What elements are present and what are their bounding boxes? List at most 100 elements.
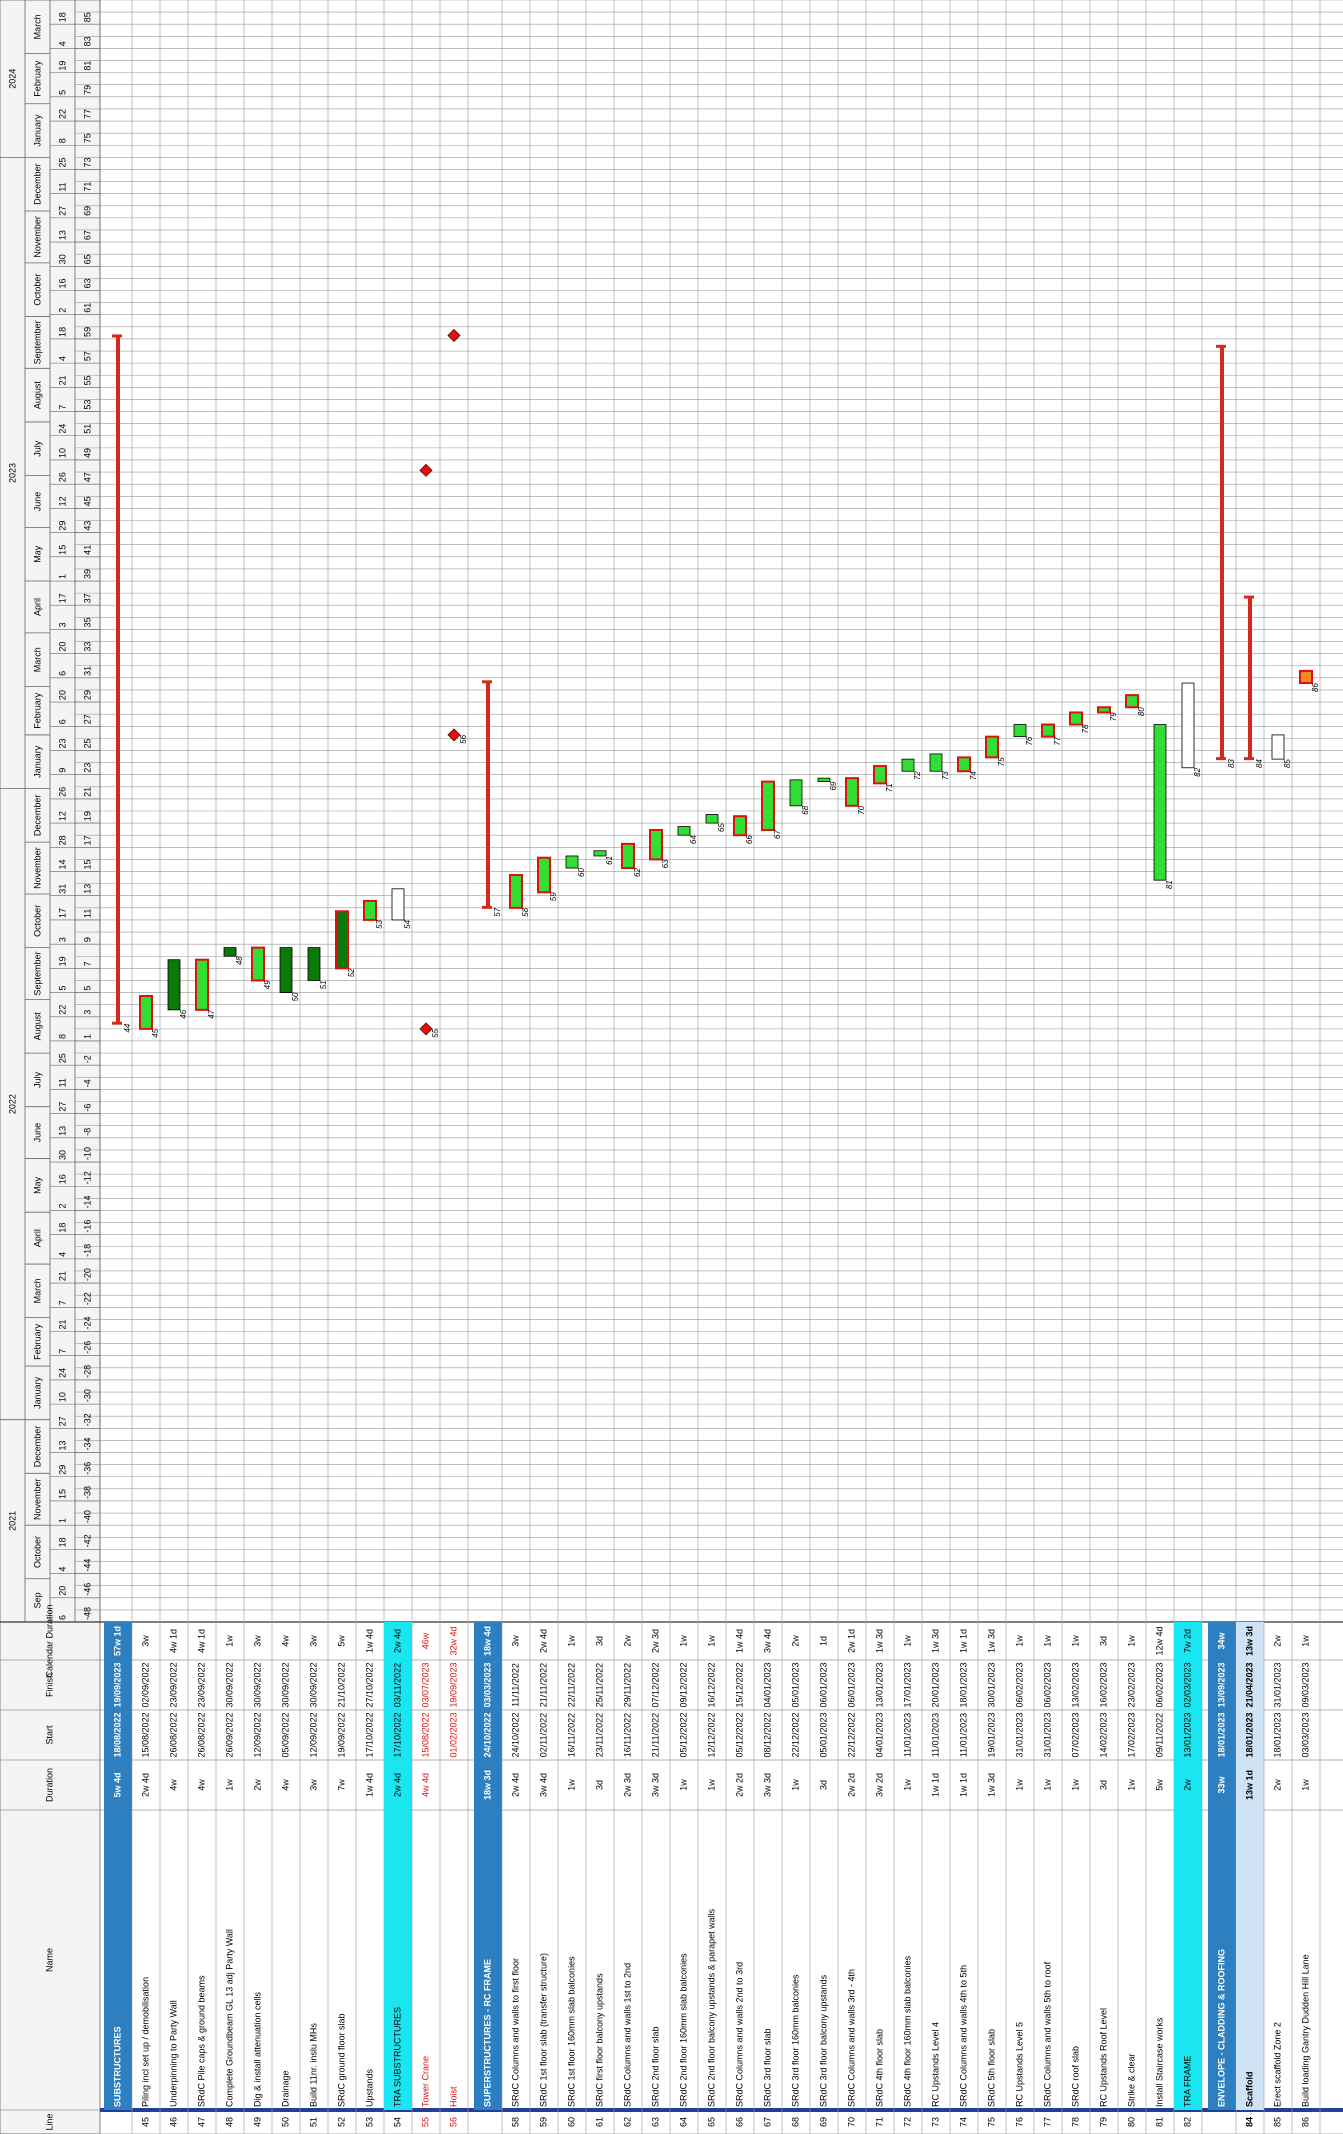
cell-start: 15/08/2022	[420, 1712, 430, 1757]
month-label: May	[32, 1176, 42, 1194]
cell-name: Underpinning to Party Wall	[168, 2000, 178, 2107]
date-label: 29	[57, 521, 67, 531]
cell-name: SRdC 4th floor 160mm slab balconies	[902, 1955, 912, 2107]
week-number-label: 57	[82, 351, 92, 361]
cell-name: ENVELOPE - CLADDING & ROOFING	[1216, 1949, 1226, 2107]
cell-line: 70	[846, 2117, 856, 2127]
bar-line-label: 49	[263, 980, 272, 989]
cell-duration: 1w	[1014, 1779, 1024, 1791]
month-label: February	[32, 1323, 42, 1360]
date-label: 18	[57, 1537, 67, 1547]
week-number-label: 67	[82, 230, 92, 240]
week-number-label: 47	[82, 472, 92, 482]
cell-line: 82	[1182, 2117, 1192, 2127]
cell-name: Install Staircase works	[1154, 2017, 1164, 2107]
frame-stripe	[100, 2108, 1343, 2112]
date-label: 1	[57, 1518, 67, 1523]
cell-finish: 06/01/2023	[846, 1662, 856, 1707]
cell-calendar-duration: 34w	[1216, 1631, 1226, 1649]
cell-calendar-duration: 1w	[1042, 1635, 1052, 1647]
cell-finish: 06/02/2023	[1042, 1662, 1052, 1707]
month-label: July	[32, 1071, 42, 1088]
milestone	[419, 1022, 433, 1036]
cell-name: SRdC 3rd floor balcony upstands	[818, 1974, 828, 2107]
cell-name: Tower Crane	[420, 2056, 430, 2107]
cell-finish: 30/09/2022	[308, 1662, 318, 1707]
cell-line: 60	[566, 2117, 576, 2127]
week-number-label: -18	[82, 1244, 92, 1257]
cell-name: SRdC Columns and walls 1st to 2nd	[622, 1963, 632, 2107]
cell-start: 11/01/2023	[902, 1713, 912, 1757]
milestone	[447, 328, 461, 343]
week-number-label: 41	[82, 545, 92, 555]
column-header: Duration	[44, 1768, 54, 1802]
date-label: 21	[57, 375, 67, 385]
week-number-label: 17	[82, 835, 92, 845]
task-bar	[537, 856, 551, 894]
cell-start: 19/01/2023	[986, 1712, 996, 1757]
bar-line-label: 77	[1053, 736, 1062, 745]
week-number-label: 23	[82, 763, 92, 773]
date-label: 14	[57, 860, 67, 870]
summary-cap	[482, 905, 492, 909]
date-label: 10	[57, 1392, 67, 1402]
cell-start: 12/09/2022	[252, 1712, 262, 1757]
cell-calendar-duration: 4w	[280, 1635, 290, 1647]
cell-finish: 13/09/2023	[1216, 1662, 1226, 1707]
bar-line-label: 63	[661, 859, 670, 868]
cell-finish: 06/01/2023	[818, 1662, 828, 1707]
cell-calendar-duration: 1w	[1014, 1635, 1024, 1647]
bar-line-label: 78	[1081, 724, 1090, 733]
cell-start: 18/01/2023	[1216, 1712, 1226, 1757]
week-number-label: -48	[82, 1607, 92, 1620]
month-label: February	[32, 60, 42, 97]
date-label: 7	[57, 1300, 67, 1305]
cell-start: 21/11/2022	[650, 1713, 660, 1757]
cell-line: 50	[280, 2117, 290, 2127]
cell-calendar-duration: 1d	[818, 1636, 828, 1646]
cell-finish: 03/07/2023	[420, 1662, 430, 1707]
month-label: December	[32, 1426, 42, 1468]
bar-line-label: 44	[123, 1023, 132, 1032]
week-number-label: 61	[82, 303, 92, 313]
date-label: 11	[57, 182, 67, 191]
cell-calendar-duration: 1w	[1126, 1635, 1136, 1647]
cell-calendar-duration: 2w 3d	[650, 1629, 660, 1653]
cell-start: 11/01/2023	[958, 1713, 968, 1757]
row-highlight	[1208, 1622, 1236, 2110]
cell-finish: 06/02/2023	[1014, 1662, 1024, 1707]
date-label: 24	[57, 1368, 67, 1378]
cell-duration: 1w	[706, 1779, 716, 1791]
cell-line: 64	[678, 2117, 688, 2127]
date-label: 29	[57, 1465, 67, 1475]
cell-name: Erect scaffold Zone 2	[1272, 2022, 1282, 2107]
date-label: 6	[57, 671, 67, 676]
date-label: 1	[57, 574, 67, 579]
cell-finish: 30/01/2023	[986, 1662, 996, 1707]
date-label: 8	[57, 1034, 67, 1039]
cell-finish: 23/09/2022	[168, 1662, 178, 1707]
date-label: 5	[57, 90, 67, 95]
date-label: 18	[57, 327, 67, 337]
cell-line: 68	[790, 2117, 800, 2127]
week-number-label: 85	[82, 12, 92, 22]
cell-start: 08/12/2022	[762, 1712, 772, 1757]
date-label: 16	[57, 278, 67, 288]
summary-bar	[486, 681, 490, 908]
cell-start: 15/08/2022	[140, 1712, 150, 1757]
month-label: Sep	[32, 1592, 42, 1608]
cell-calendar-duration: 3w 4d	[762, 1629, 772, 1653]
cell-line: 47	[196, 2117, 206, 2127]
date-label: 23	[57, 738, 67, 748]
cell-duration: 18w 3d	[482, 1770, 492, 1800]
cell-line: 77	[1042, 2117, 1052, 2127]
cell-duration: 3w	[308, 1779, 318, 1791]
cell-finish: 19/09/2023	[448, 1662, 458, 1707]
cell-calendar-duration: 3w	[140, 1635, 150, 1647]
date-label: 24	[57, 424, 67, 434]
bar-line-label: 54	[403, 919, 412, 928]
week-number-label: -44	[82, 1559, 92, 1572]
bar-line-label: 46	[179, 1009, 188, 1018]
week-number-label: -34	[82, 1438, 92, 1451]
